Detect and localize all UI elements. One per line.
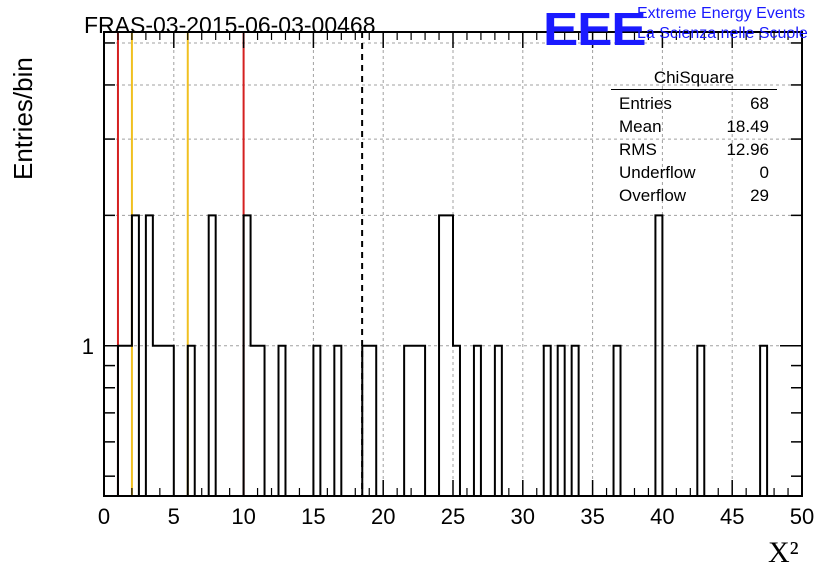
x-tick-label: 40 (650, 504, 674, 529)
stats-value: 0 (759, 163, 769, 182)
x-tick-label: 45 (720, 504, 744, 529)
stats-value: 12.96 (726, 140, 769, 159)
axis-ticks (103, 32, 803, 496)
stats-label: Underflow (619, 163, 696, 182)
x-tick-label: 5 (168, 504, 180, 529)
stats-value: 68 (750, 94, 769, 113)
y-axis-label: Entries/bin (8, 57, 38, 180)
eee-logo: EEE (543, 3, 647, 55)
stats-title: ChiSquare (611, 68, 777, 90)
x-tick-label: 15 (301, 504, 325, 529)
stats-label: Overflow (619, 186, 687, 205)
stats-label: Mean (619, 117, 662, 136)
stats-row-mean: Mean 18.49 (611, 115, 777, 138)
axis-tick-labels: 0 5 10 15 20 25 30 35 40 45 50 1 (82, 334, 814, 529)
stats-row-overflow: Overflow 29 (611, 184, 777, 207)
x-axis-label: X² (768, 536, 799, 569)
stats-row-entries: Entries 68 (611, 92, 777, 115)
chart-title: FRAS-03-2015-06-03-00468 (84, 12, 376, 38)
stats-box: ChiSquare Entries 68 Mean 18.49 RMS 12.9… (611, 68, 777, 207)
x-tick-label: 50 (790, 504, 814, 529)
reference-lines (116, 32, 364, 496)
logo-line-2: La Scienza nelle Scuole (637, 25, 808, 42)
stats-label: RMS (619, 140, 657, 159)
x-tick-label: 30 (511, 504, 535, 529)
logo-line-1: Extreme Energy Events (637, 5, 806, 22)
x-tick-label: 0 (98, 504, 110, 529)
x-tick-label: 20 (371, 504, 395, 529)
stats-value: 29 (750, 186, 769, 205)
x-tick-label: 25 (441, 504, 465, 529)
stats-label: Entries (619, 94, 672, 113)
stats-row-underflow: Underflow 0 (611, 161, 777, 184)
stats-row-rms: RMS 12.96 (611, 138, 777, 161)
stats-value: 18.49 (726, 117, 769, 136)
x-tick-label: 10 (231, 504, 255, 529)
y-tick-label: 1 (82, 334, 94, 359)
x-tick-label: 35 (580, 504, 604, 529)
